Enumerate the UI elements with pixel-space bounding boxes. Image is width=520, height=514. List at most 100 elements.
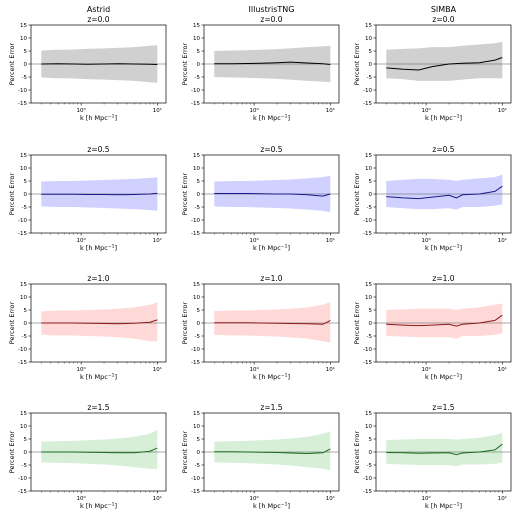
y-tick-label: 0	[24, 62, 28, 68]
column-title-astrid: Astrid	[87, 5, 110, 14]
x-tick-label: 10⁰	[250, 107, 260, 114]
y-tick-label: -10	[363, 88, 372, 94]
y-tick-label: 15	[193, 411, 200, 417]
x-tick-label: 10⁰	[422, 495, 432, 502]
uncertainty-band	[41, 429, 158, 469]
x-axis-label: k [h Mpc−1]	[425, 502, 462, 511]
y-tick-label: 10	[365, 295, 372, 301]
percent-error-line	[214, 61, 331, 66]
x-axis-label: k [h Mpc−1]	[80, 502, 117, 511]
column-title-illustristng: IllustrisTNG	[249, 5, 295, 14]
panel-z-label: z=0.0	[432, 15, 454, 24]
x-tick-label: 10¹	[153, 237, 162, 244]
y-tick-label: -10	[18, 218, 27, 224]
y-axis-label: Percent Error	[353, 42, 361, 85]
y-tick-label: 10	[193, 295, 200, 301]
y-tick-label: -15	[191, 101, 200, 107]
x-tick-label: 10¹	[498, 107, 507, 114]
y-tick-label: -10	[191, 347, 200, 353]
y-tick-label: 15	[365, 411, 372, 417]
y-tick-label: 10	[193, 424, 200, 430]
y-tick-label: -10	[18, 476, 27, 482]
y-tick-label: 5	[369, 437, 373, 443]
y-tick-label: 0	[369, 62, 373, 68]
y-tick-label: 5	[369, 308, 373, 314]
y-tick-label: 0	[369, 321, 373, 327]
x-tick-label: 10⁰	[77, 237, 87, 244]
uncertainty-band	[214, 302, 331, 343]
y-tick-label: -5	[195, 205, 201, 211]
percent-error-line	[214, 192, 331, 197]
x-axis-label: k [h Mpc−1]	[425, 114, 462, 123]
y-tick-label: 15	[365, 23, 372, 29]
panel-illustristng-z2: z=1.0 -15 -10 -5 0 5 10 15 10⁰ 10¹ k [h Mpc−1] Perc…	[181, 274, 340, 381]
y-tick-label: 5	[24, 437, 28, 443]
uncertainty-band	[41, 302, 158, 342]
x-tick-label: 10⁰	[250, 237, 260, 244]
x-tick-label: 10⁰	[77, 107, 87, 114]
y-axis-label: Percent Error	[181, 172, 189, 215]
percent-error-line	[386, 57, 503, 71]
y-tick-label: 0	[24, 450, 28, 456]
panel-z-label: z=1.5	[87, 403, 109, 412]
y-tick-label: 5	[24, 49, 28, 55]
x-axis-label: k [h Mpc−1]	[80, 114, 117, 123]
y-tick-label: 5	[24, 179, 28, 185]
y-tick-label: 10	[365, 424, 372, 430]
y-axis-label: Percent Error	[8, 301, 16, 344]
y-tick-label: -5	[22, 75, 28, 81]
y-tick-label: 0	[197, 321, 201, 327]
y-tick-label: 15	[193, 282, 200, 288]
y-tick-label: 15	[20, 23, 27, 29]
y-tick-label: 0	[197, 62, 201, 68]
x-axis-label: k [h Mpc−1]	[253, 244, 290, 253]
y-tick-label: -5	[22, 334, 28, 340]
percent-error-line	[386, 443, 503, 456]
panel-simba-z0: z=0.0 -15 -10 -5 0 5 10 15 10⁰ 10¹ k [h Mpc−1] Perc…	[353, 15, 512, 123]
x-tick-label: 10⁰	[250, 366, 260, 373]
y-axis-label: Percent Error	[181, 42, 189, 85]
y-tick-label: 15	[20, 411, 27, 417]
y-tick-label: 0	[369, 192, 373, 198]
panel-z-label: z=0.0	[260, 15, 282, 24]
panel-astrid-z0: z=0.0 -15 -10 -5 0 5 10 15 10⁰ 10¹ k [h Mpc−1] Perc…	[8, 15, 167, 123]
y-tick-label: -15	[18, 101, 27, 107]
y-tick-label: 15	[365, 153, 372, 159]
y-tick-label: -10	[191, 476, 200, 482]
panel-z-label: z=1.5	[260, 403, 282, 412]
percent-error-line	[386, 185, 503, 200]
panel-illustristng-z3: z=1.5 -15 -10 -5 0 5 10 15 10⁰ 10¹ k [h Mpc−1] Perc…	[181, 403, 340, 510]
y-tick-label: -15	[18, 489, 27, 495]
x-tick-label: 10¹	[498, 237, 507, 244]
y-tick-label: -5	[367, 463, 373, 469]
y-tick-label: -15	[18, 360, 27, 366]
x-tick-label: 10⁰	[77, 495, 87, 502]
percent-error-line	[214, 319, 331, 325]
y-tick-label: 0	[197, 450, 201, 456]
y-tick-label: 15	[193, 23, 200, 29]
y-tick-label: -10	[18, 347, 27, 353]
uncertainty-band	[386, 174, 503, 210]
y-tick-label: -15	[363, 489, 372, 495]
y-tick-label: -5	[367, 334, 373, 340]
percent-error-line	[41, 319, 158, 325]
y-tick-label: 0	[197, 192, 201, 198]
x-tick-label: 10⁰	[422, 107, 432, 114]
y-tick-label: -15	[363, 360, 372, 366]
y-tick-label: 10	[193, 166, 200, 172]
y-tick-label: -10	[363, 476, 372, 482]
percent-error-line	[214, 448, 331, 455]
y-tick-label: 10	[193, 36, 200, 42]
panel-illustristng-z0: z=0.0 -15 -10 -5 0 5 10 15 10⁰ 10¹ k [h Mpc−1] Perc…	[181, 15, 340, 122]
y-tick-label: 5	[369, 179, 373, 185]
uncertainty-band	[214, 431, 331, 471]
y-axis-label: Percent Error	[8, 42, 16, 85]
uncertainty-band	[386, 303, 503, 339]
panel-z-label: z=1.0	[432, 274, 454, 283]
y-tick-label: -5	[195, 463, 201, 469]
y-tick-label: -10	[191, 88, 200, 94]
x-tick-label: 10¹	[153, 107, 162, 114]
percent-error-line	[41, 192, 158, 196]
y-axis-label: Percent Error	[181, 301, 189, 344]
